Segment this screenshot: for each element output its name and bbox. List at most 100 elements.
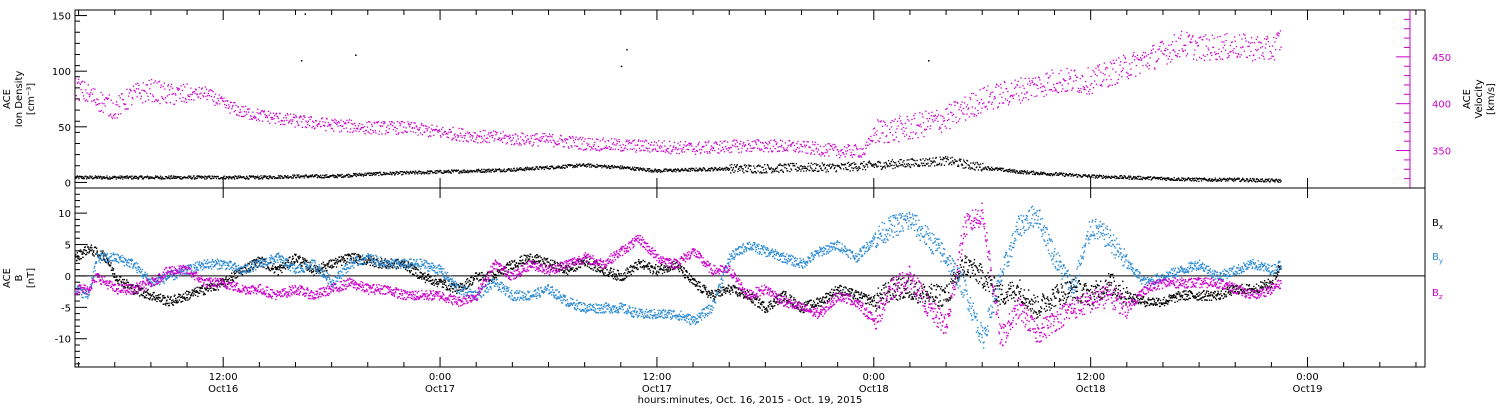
data-point [557,167,560,169]
data-point [478,169,481,172]
data-point [656,171,658,173]
data-point [743,172,745,174]
data-point [518,142,521,144]
data-point [85,253,88,255]
data-point [136,285,138,287]
data-point [1173,49,1175,51]
data-point [711,147,713,149]
data-point [328,176,331,178]
data-point [92,254,94,256]
data-point [319,120,321,123]
data-point [119,177,122,180]
data-point [164,296,167,299]
data-point [480,142,482,144]
data-point [917,136,919,139]
data-point [87,246,89,248]
data-point [369,172,371,174]
data-point [991,169,993,171]
data-point [470,170,473,172]
data-point [136,177,139,179]
data-point [1099,84,1101,87]
data-point [1141,178,1143,180]
data-point [1013,87,1016,89]
data-point [158,296,161,299]
data-point [127,176,129,179]
data-point [212,284,215,287]
data-point [354,260,357,262]
data-point [516,142,518,145]
data-point [802,170,805,172]
data-point [337,175,339,177]
data-point [681,169,684,171]
data-point [797,140,799,143]
data-point [1104,68,1107,70]
data-point [187,95,190,97]
data-point [728,168,731,171]
data-point [1187,36,1189,38]
data-point [646,168,649,170]
data-point [551,136,553,138]
data-point [490,131,492,133]
data-point [991,101,993,103]
data-point [182,177,185,179]
data-point [679,170,681,172]
data-point [724,167,726,169]
data-point [134,91,136,93]
data-point [1147,176,1150,179]
data-point [735,139,738,141]
data-point [1249,55,1251,57]
data-point [1279,181,1281,183]
data-point [912,131,914,133]
data-point [603,166,605,168]
data-point [900,158,902,161]
data-point [258,257,260,259]
data-point [731,151,733,153]
data-point [305,265,307,268]
data-point [482,129,484,132]
data-point [655,142,658,144]
data-point [691,167,693,170]
data-point [1104,74,1106,76]
data-point [173,301,176,303]
data-point [1003,102,1005,104]
data-point [212,284,214,286]
data-point [633,148,635,150]
data-point [606,147,609,149]
data-point [687,144,689,146]
data-point [278,268,280,271]
data-point [963,159,965,161]
data-point [325,267,327,270]
data-point [951,114,954,117]
data-point [653,171,655,173]
data-point [99,176,101,179]
data-point [1184,49,1186,52]
data-point [680,148,682,150]
data-point [893,120,895,122]
data-point [1231,41,1233,43]
data-point [823,165,825,167]
data-point [971,106,973,108]
data-point [241,105,243,108]
data-point [733,145,735,147]
data-point [341,257,343,259]
data-point [165,302,167,304]
data-point [340,130,343,132]
data-point [416,126,418,128]
data-point [774,168,776,171]
data-point [1164,177,1166,179]
data-point [113,276,115,278]
data-point [768,141,770,143]
data-point [130,176,132,178]
data-point [187,293,190,295]
data-point [587,137,589,140]
data-point [266,177,268,179]
data-point [1233,36,1236,38]
data-point [373,172,375,174]
data-point [268,268,271,271]
data-point [86,176,88,179]
data-point [195,177,197,180]
data-point [1012,97,1014,100]
data-point [200,287,203,289]
data-point [247,262,249,265]
data-point [544,166,546,169]
